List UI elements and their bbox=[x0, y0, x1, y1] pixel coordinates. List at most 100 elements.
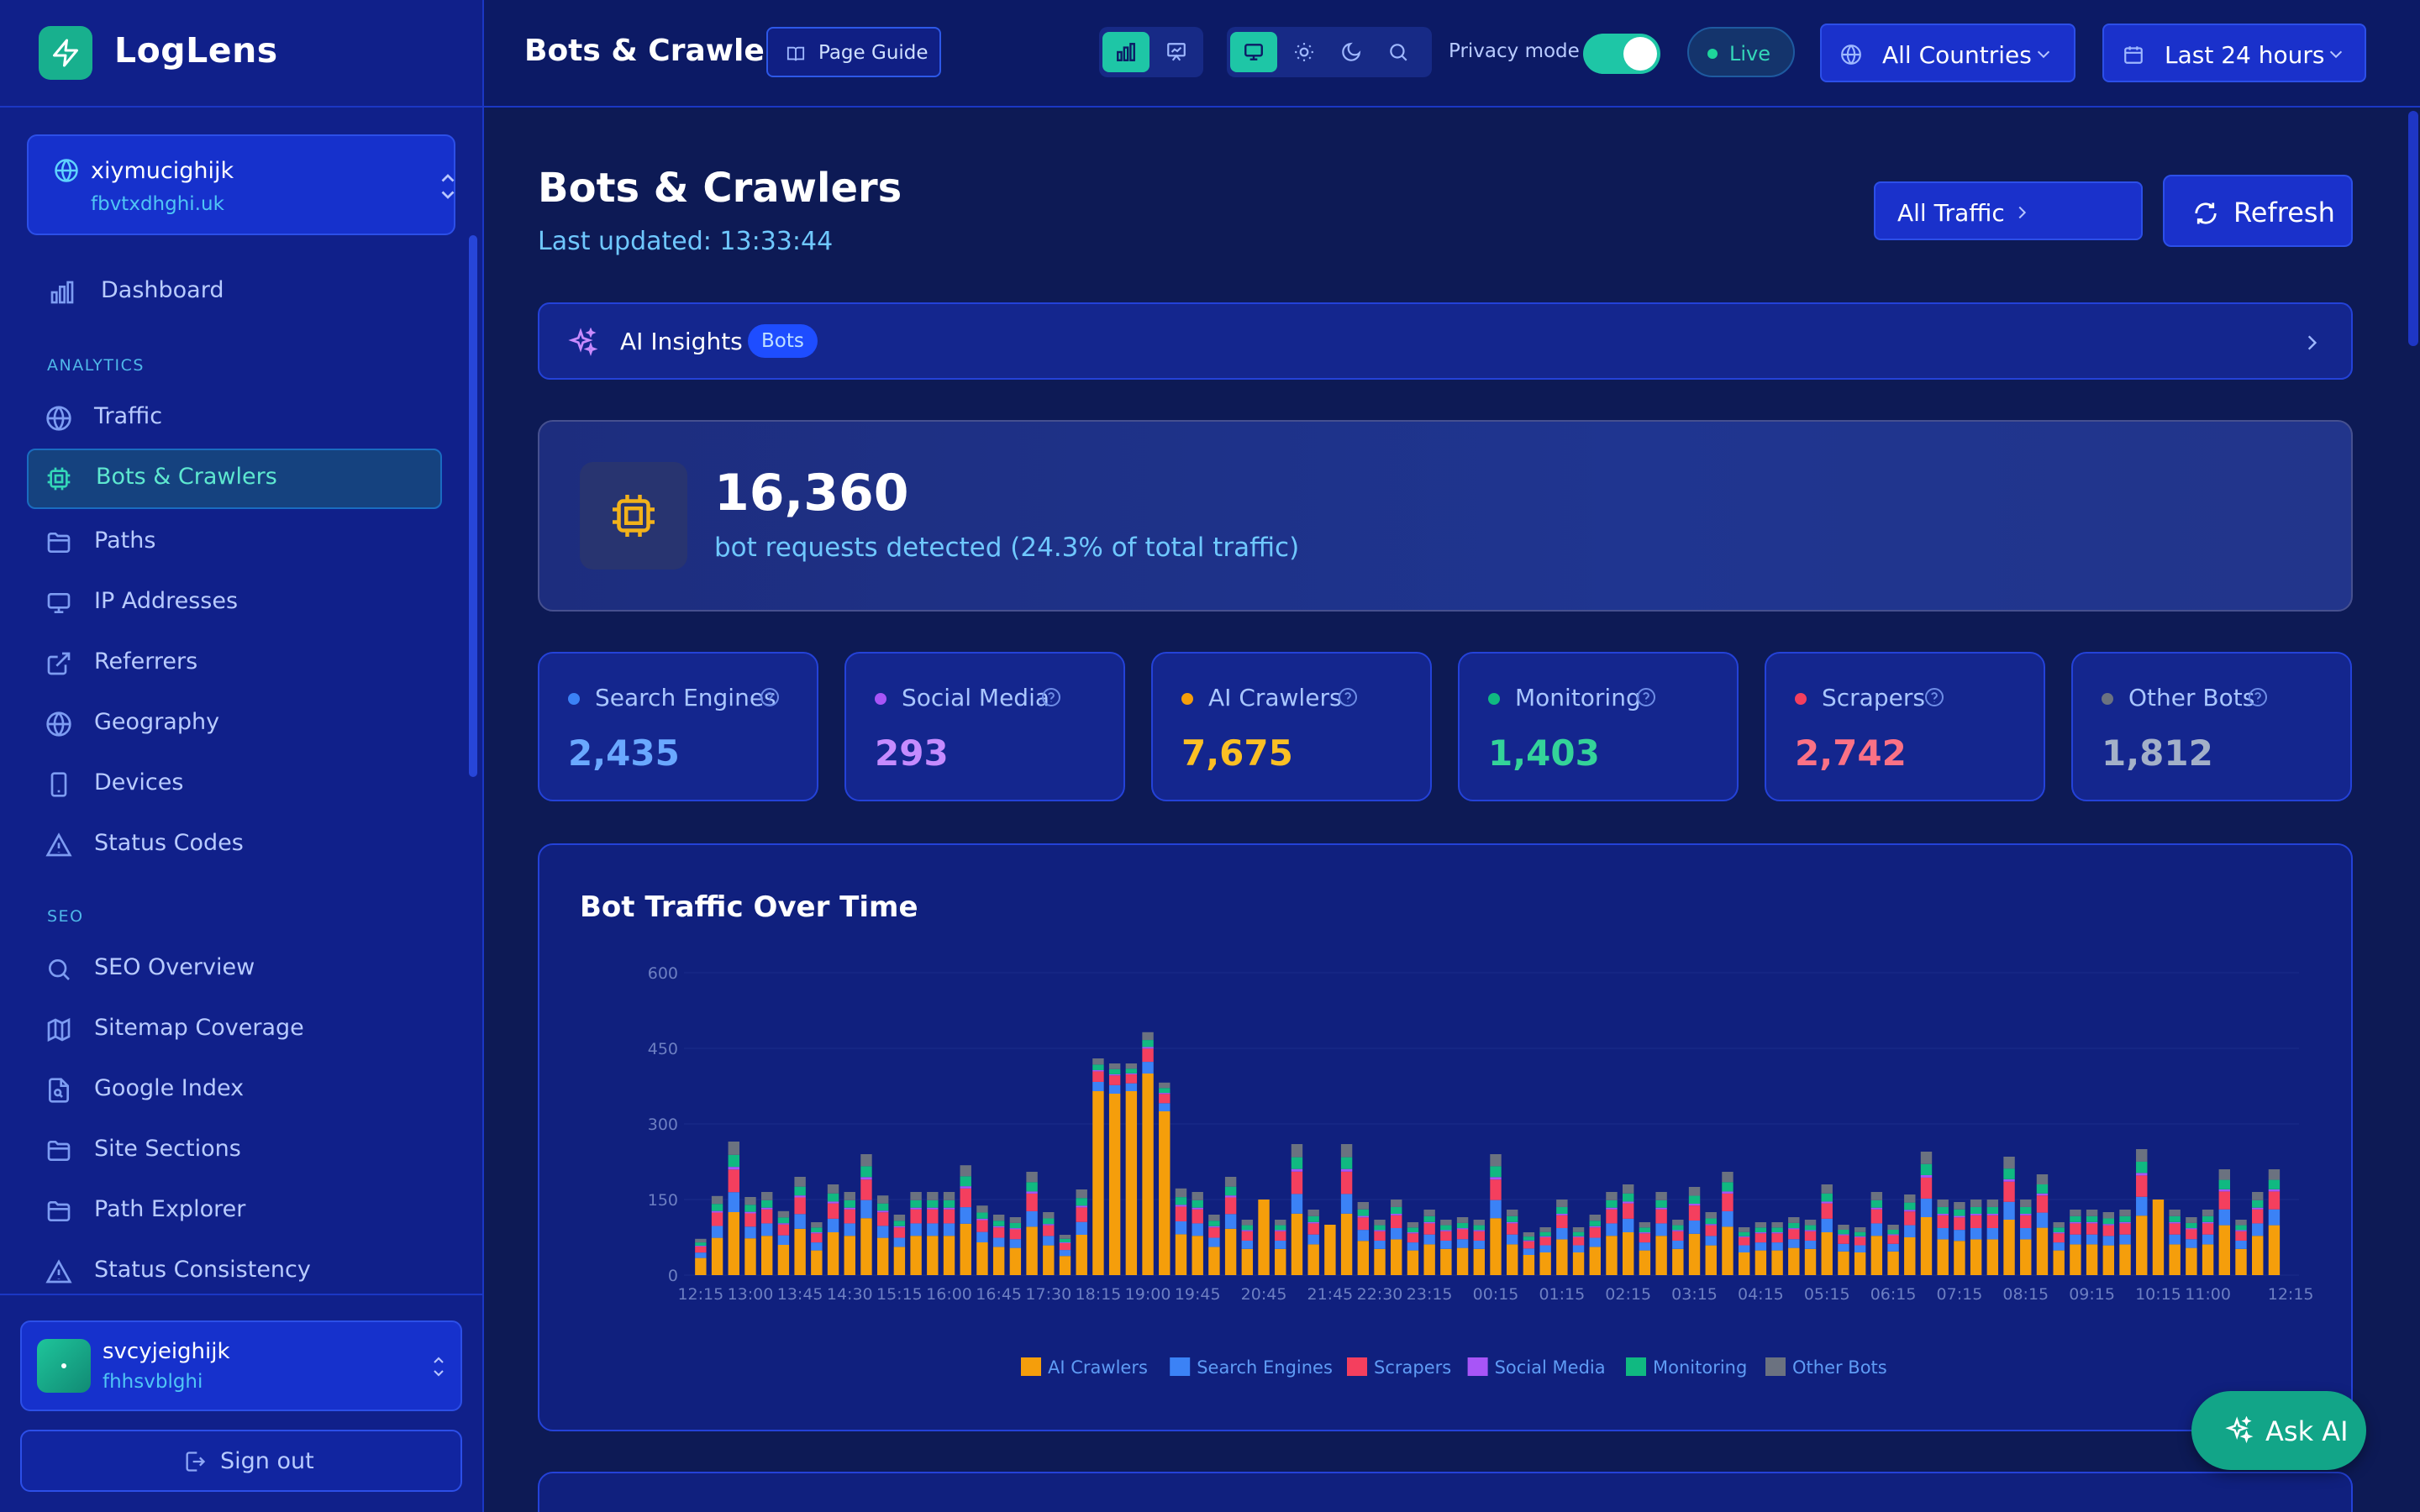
bar-segment bbox=[1589, 1247, 1601, 1275]
site-switcher[interactable]: xiymucighijk fbvtxdhghi.uk bbox=[27, 134, 455, 235]
category-card-search-engines[interactable]: Search Engines 2,435 bbox=[538, 652, 818, 801]
bar-segment bbox=[2218, 1209, 2231, 1226]
category-card-ai-crawlers[interactable]: AI Crawlers 7,675 bbox=[1151, 652, 1432, 801]
bar-segment bbox=[2235, 1231, 2247, 1241]
bar-segment bbox=[1970, 1200, 1982, 1207]
bar-segment bbox=[1291, 1157, 1303, 1169]
bar-segment bbox=[1771, 1233, 1783, 1243]
bar-segment bbox=[2003, 1168, 2015, 1179]
sidebar-item-status-consistency[interactable]: Status Consistency bbox=[27, 1242, 442, 1302]
page-guide-button[interactable]: Page Guide bbox=[766, 27, 941, 77]
bar-segment bbox=[1507, 1234, 1518, 1245]
sidebar-item-path-explorer[interactable]: Path Explorer bbox=[27, 1181, 442, 1242]
sidebar-item-google-index[interactable]: Google Index bbox=[27, 1060, 442, 1121]
bar-segment bbox=[2268, 1189, 2281, 1192]
category-card-other-bots[interactable]: Other Bots 1,812 bbox=[2071, 652, 2352, 801]
sidebar-item-label: Paths bbox=[94, 528, 156, 554]
bar-segment bbox=[1705, 1224, 1717, 1226]
sidebar-item-seo-overview[interactable]: SEO Overview bbox=[27, 939, 442, 1000]
bar-segment bbox=[1920, 1198, 1933, 1217]
sidebar-item-paths[interactable]: Paths bbox=[27, 512, 442, 573]
bar-segment bbox=[1705, 1245, 1717, 1275]
bar-chart-icon[interactable] bbox=[1102, 32, 1150, 72]
sidebar-item-sitemap-coverage[interactable]: Sitemap Coverage bbox=[27, 1000, 442, 1060]
bar-segment bbox=[760, 1200, 773, 1208]
sidebar-item-status-codes[interactable]: Status Codes bbox=[27, 815, 442, 875]
moon-icon[interactable] bbox=[1328, 32, 1375, 72]
bar-segment bbox=[1986, 1200, 1999, 1207]
bar-segment bbox=[1838, 1243, 1849, 1252]
bar-segment bbox=[1589, 1237, 1601, 1247]
sidebar-item-geography[interactable]: Geography bbox=[27, 694, 442, 754]
bar-segment bbox=[1870, 1192, 1883, 1200]
help-circle-icon[interactable] bbox=[760, 687, 780, 707]
bar-segment bbox=[728, 1192, 739, 1212]
monitor-icon[interactable] bbox=[1230, 32, 1277, 72]
chevron-down-icon bbox=[2326, 45, 2346, 64]
bar-segment bbox=[1357, 1230, 1370, 1242]
bar-segment bbox=[1142, 1048, 1154, 1063]
bar-segment bbox=[1887, 1234, 1899, 1236]
sidebar-item-devices[interactable]: Devices bbox=[27, 754, 442, 815]
bar-segment bbox=[960, 1165, 971, 1177]
sidebar-item-traffic[interactable]: Traffic bbox=[27, 388, 442, 449]
bar-segment bbox=[794, 1177, 806, 1187]
bar-segment bbox=[2252, 1209, 2264, 1224]
help-circle-icon[interactable] bbox=[2248, 687, 2268, 707]
main-scrollbar[interactable] bbox=[2408, 111, 2418, 346]
bar-segment bbox=[893, 1237, 906, 1247]
search-icon[interactable] bbox=[1375, 32, 1422, 72]
category-card-scrapers[interactable]: Scrapers 2,742 bbox=[1765, 652, 2045, 801]
category-card-monitoring[interactable]: Monitoring 1,403 bbox=[1458, 652, 1739, 801]
category-label: AI Crawlers bbox=[1208, 684, 1342, 711]
legend-swatch bbox=[1347, 1357, 1367, 1376]
bar-segment bbox=[2020, 1227, 2032, 1240]
sidebar-item-bots-crawlers[interactable]: Bots & Crawlers bbox=[27, 449, 442, 509]
sidebar-item-site-sections[interactable]: Site Sections bbox=[27, 1121, 442, 1181]
legend-label: Other Bots bbox=[1792, 1357, 1887, 1378]
bar-segment bbox=[860, 1166, 872, 1178]
sidebar-item-dashboard[interactable]: Dashboard bbox=[27, 262, 442, 323]
privacy-mode-toggle[interactable] bbox=[1583, 34, 1660, 74]
bar-segment bbox=[1391, 1239, 1402, 1275]
bar-segment bbox=[2070, 1221, 2081, 1224]
bar-segment bbox=[1920, 1217, 1933, 1275]
live-indicator[interactable]: Live bbox=[1687, 27, 1795, 77]
sign-out-button[interactable]: Sign out bbox=[20, 1430, 462, 1492]
presentation-chart-icon[interactable] bbox=[1153, 32, 1200, 72]
bar-segment bbox=[1556, 1227, 1568, 1240]
date-range-dropdown[interactable]: Last 24 hours bbox=[2102, 24, 2366, 82]
sidebar-scrollbar[interactable] bbox=[469, 235, 477, 777]
sidebar-item-ip-addresses[interactable]: IP Addresses bbox=[27, 573, 442, 633]
ai-insights-bar[interactable]: AI Insights Bots bbox=[538, 302, 2353, 380]
bar-segment bbox=[1771, 1242, 1783, 1251]
ask-ai-button[interactable]: Ask AI bbox=[2191, 1391, 2366, 1470]
bar-segment bbox=[2252, 1236, 2264, 1275]
bar-segment bbox=[2070, 1210, 2081, 1216]
traffic-filter-dropdown[interactable]: All Traffic bbox=[1874, 181, 2143, 240]
bar-segment bbox=[1192, 1207, 1203, 1210]
sidebar-item-referrers[interactable]: Referrers bbox=[27, 633, 442, 694]
refresh-label: Refresh bbox=[2233, 197, 2335, 228]
folder-icon bbox=[45, 529, 72, 556]
x-tick-label: 12:15 bbox=[677, 1285, 723, 1304]
bar-segment bbox=[1125, 1083, 1138, 1091]
country-dropdown[interactable]: All Countries bbox=[1820, 24, 2075, 82]
bar-segment bbox=[2169, 1244, 2181, 1275]
help-circle-icon[interactable] bbox=[1924, 687, 1944, 707]
bar-segment bbox=[1970, 1215, 1982, 1228]
bar-segment bbox=[1275, 1230, 1286, 1231]
refresh-button[interactable]: Refresh bbox=[2163, 175, 2353, 247]
bar-segment bbox=[711, 1226, 723, 1238]
site-domain: fbvtxdhghi.uk bbox=[91, 193, 224, 215]
help-circle-icon[interactable] bbox=[1338, 687, 1358, 707]
bar-segment bbox=[1904, 1211, 1916, 1226]
user-menu[interactable]: svcyjeighijk fhhsvblghi bbox=[20, 1320, 462, 1411]
ai-insights-label: AI Insights bbox=[620, 328, 743, 355]
help-circle-icon[interactable] bbox=[1041, 687, 1061, 707]
sun-icon[interactable] bbox=[1281, 32, 1328, 72]
category-label: Social Media bbox=[902, 684, 1050, 711]
last-updated: Last updated: 13:33:44 bbox=[538, 227, 834, 256]
help-circle-icon[interactable] bbox=[1636, 687, 1656, 707]
category-card-social-media[interactable]: Social Media 293 bbox=[844, 652, 1125, 801]
